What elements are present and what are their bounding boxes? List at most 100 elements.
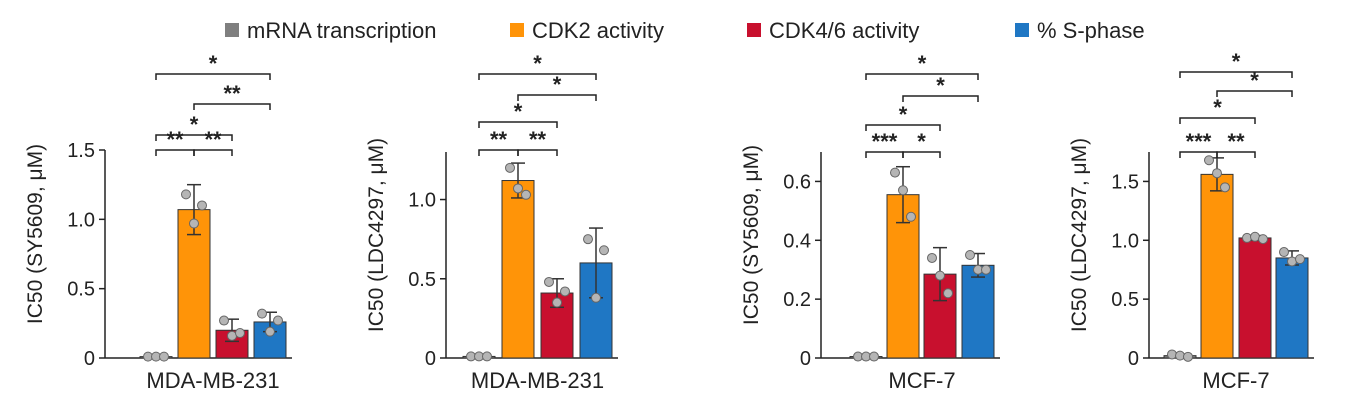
- y-axis-label: IC50 (SY5609, μM): [24, 144, 47, 324]
- significance-label: **: [204, 127, 222, 152]
- significance-label: *: [936, 73, 945, 98]
- legend-label: % S-phase: [1037, 18, 1145, 43]
- data-point: [197, 200, 207, 211]
- bar: [501, 180, 535, 359]
- data-point: [943, 288, 953, 299]
- data-point: [869, 351, 879, 362]
- bar: [1200, 173, 1234, 359]
- data-point: [935, 270, 945, 281]
- significance-bracket: [902, 151, 941, 158]
- y-tick-label: 0: [425, 348, 436, 370]
- y-tick-label: 0: [800, 348, 811, 370]
- significance-bracket: [193, 149, 233, 156]
- significance-bracket: [865, 124, 941, 131]
- legend-swatch: [747, 23, 761, 37]
- data-point: [890, 167, 900, 178]
- x-axis-label: MCF-7: [1202, 368, 1269, 393]
- data-point: [591, 292, 601, 303]
- data-point: [927, 252, 937, 263]
- data-point: [505, 162, 515, 173]
- significance-bracket: [193, 103, 271, 110]
- significance-bracket: [478, 121, 558, 128]
- significance-bracket: [1179, 117, 1256, 124]
- y-tick-label: 0: [1128, 348, 1139, 370]
- y-tick-label: 0.5: [408, 269, 436, 291]
- significance-label: *: [514, 99, 523, 124]
- legend-swatch: [1015, 23, 1029, 37]
- significance-bracket: [478, 73, 597, 80]
- legend-swatch: [225, 23, 239, 37]
- data-point: [1220, 182, 1230, 193]
- y-tick-label: 1.5: [1111, 171, 1139, 193]
- significance-label: **: [529, 127, 547, 152]
- y-axis-label: IC50 (SY5609, μM): [740, 145, 763, 325]
- bar: [961, 264, 995, 359]
- y-tick-label: 0: [84, 348, 95, 370]
- significance-bracket: [155, 73, 271, 80]
- data-point: [906, 211, 916, 222]
- y-tick-label: 0.4: [783, 230, 811, 252]
- y-tick-label: 0.5: [67, 279, 95, 301]
- significance-label: **: [166, 127, 184, 152]
- data-point: [965, 250, 975, 260]
- data-point: [1279, 247, 1289, 258]
- significance-label: *: [918, 51, 927, 76]
- legend-swatch: [510, 23, 524, 37]
- significance-bracket: [155, 134, 233, 141]
- data-point: [219, 315, 229, 326]
- y-tick-label: 1.0: [67, 209, 95, 231]
- x-axis-label: MDA-MB-231: [471, 368, 604, 393]
- bar: [1275, 257, 1309, 359]
- data-point: [1183, 351, 1193, 362]
- significance-label: **: [223, 81, 241, 106]
- data-point: [257, 308, 267, 319]
- data-point: [513, 183, 523, 194]
- data-point: [560, 286, 570, 297]
- significance-label: ***: [1186, 129, 1212, 154]
- y-axis-label: IC50 (LDC4297, μM): [1068, 138, 1091, 332]
- y-tick-label: 0.5: [1111, 289, 1139, 311]
- y-tick-label: 0.6: [783, 171, 811, 193]
- data-point: [898, 185, 908, 196]
- data-point: [235, 328, 245, 339]
- data-point: [482, 351, 492, 362]
- significance-label: ***: [872, 129, 898, 154]
- data-point: [981, 264, 991, 275]
- significance-bracket: [517, 94, 597, 101]
- legend: mRNA transcription CDK2 activity CDK4/6 ac…: [225, 18, 1145, 43]
- significance-bracket: [902, 95, 979, 102]
- data-point: [599, 245, 609, 256]
- data-point: [521, 189, 531, 200]
- significance-bracket: [865, 73, 979, 80]
- y-tick-label: 1.0: [408, 190, 436, 212]
- data-point: [265, 326, 275, 337]
- data-point: [159, 351, 169, 362]
- significance-label: *: [1213, 95, 1222, 120]
- significance-bracket: [1216, 90, 1293, 97]
- y-axis-label: IC50 (LDC4297, μM): [365, 138, 388, 332]
- data-point: [1295, 254, 1305, 265]
- data-point: [273, 315, 283, 326]
- data-point: [544, 276, 554, 287]
- y-tick-label: 0.2: [783, 289, 811, 311]
- significance-label: *: [1232, 49, 1241, 74]
- significance-label: **: [1227, 129, 1245, 154]
- data-point: [1212, 168, 1222, 179]
- bar: [1238, 237, 1272, 359]
- significance-label: **: [490, 127, 508, 152]
- legend-label: mRNA transcription: [247, 18, 437, 43]
- legend-label: CDK2 activity: [532, 18, 664, 43]
- y-tick-label: 1.5: [67, 140, 95, 162]
- significance-bracket: [1179, 71, 1293, 78]
- significance-label: *: [190, 112, 199, 137]
- data-point: [1204, 155, 1214, 166]
- x-axis-label: MDA-MB-231: [146, 368, 279, 393]
- data-point: [552, 297, 562, 308]
- data-point: [1258, 234, 1268, 245]
